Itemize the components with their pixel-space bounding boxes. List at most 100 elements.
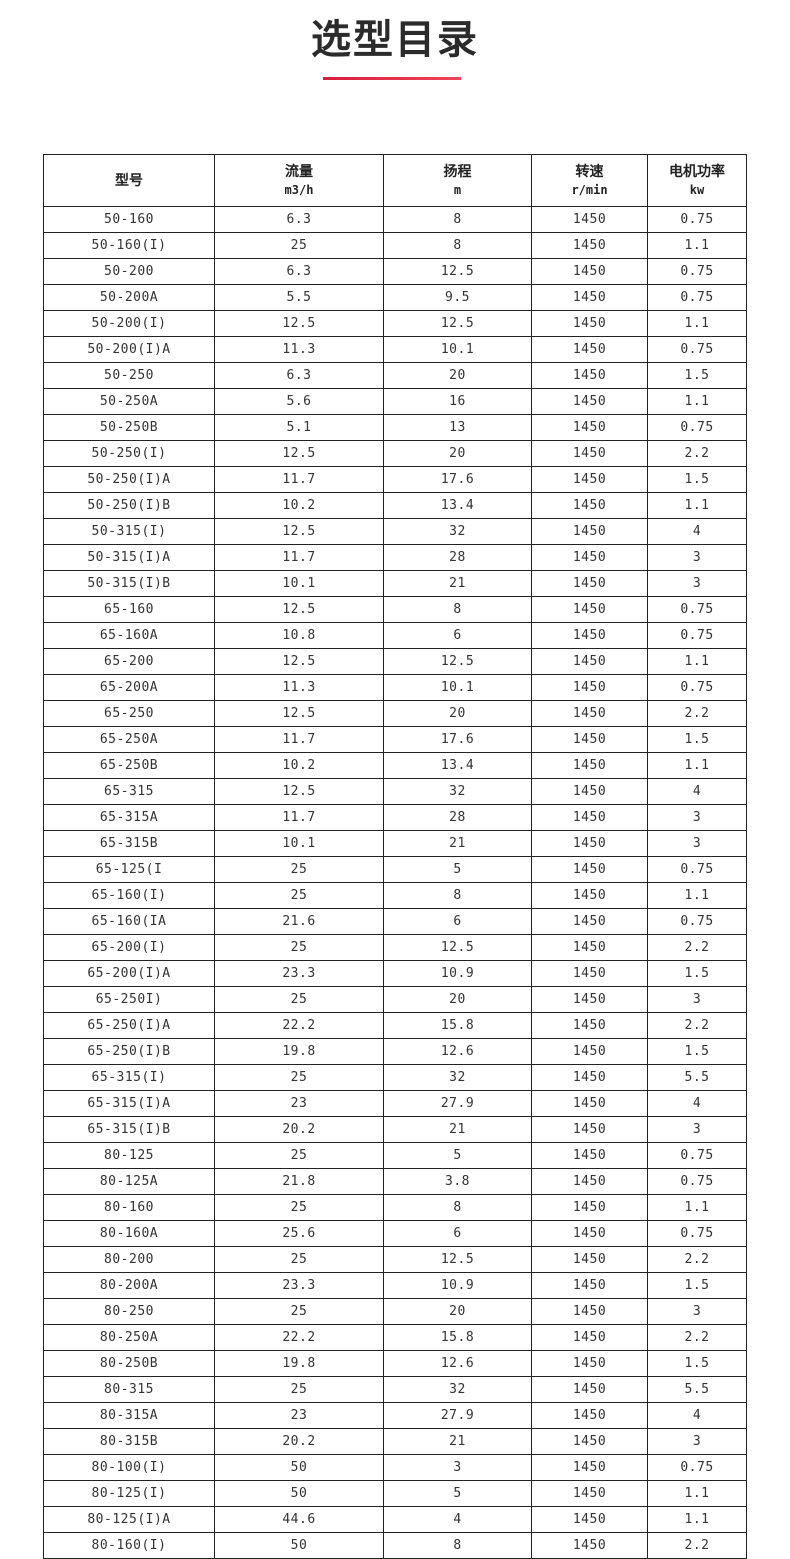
cell-flow: 25: [214, 1064, 384, 1091]
cell-model: 50-200(I)A: [43, 336, 215, 363]
header-unit: r/min: [571, 182, 608, 197]
cell-flow: 10.8: [214, 622, 384, 649]
cell-power: 2.2: [647, 1012, 747, 1039]
cell-flow: 11.7: [214, 726, 384, 753]
cell-speed: 1450: [531, 1116, 648, 1143]
cell-speed: 1450: [531, 518, 648, 545]
cell-model: 80-200A: [43, 1272, 215, 1299]
cell-flow: 12.5: [214, 310, 384, 337]
cell-head: 17.6: [383, 466, 532, 493]
cell-head: 8: [383, 206, 532, 233]
table-row: 80-200 25 12.5 1450 2.2: [43, 1246, 747, 1273]
cell-head: 12.6: [383, 1038, 532, 1065]
cell-model: 65-250B: [43, 752, 215, 779]
cell-speed: 1450: [531, 856, 648, 883]
cell-head: 5: [383, 1480, 532, 1507]
cell-model: 50-250: [43, 362, 215, 389]
cell-head: 10.1: [383, 336, 532, 363]
header-model: 型号: [43, 154, 215, 207]
cell-power: 1.1: [647, 752, 747, 779]
cell-speed: 1450: [531, 1350, 648, 1377]
cell-model: 80-160: [43, 1194, 215, 1221]
cell-flow: 50: [214, 1480, 384, 1507]
cell-power: 1.5: [647, 726, 747, 753]
cell-flow: 44.6: [214, 1506, 384, 1533]
cell-speed: 1450: [531, 830, 648, 857]
cell-power: 1.1: [647, 310, 747, 337]
cell-flow: 25.6: [214, 1220, 384, 1247]
header-label: 转速: [575, 163, 604, 180]
table-row: 65-125(I 25 5 1450 0.75: [43, 856, 747, 883]
header-unit: kw: [689, 182, 705, 197]
cell-speed: 1450: [531, 1272, 648, 1299]
cell-model: 50-200: [43, 258, 215, 285]
table-row: 50-250(I) 12.5 20 1450 2.2: [43, 440, 747, 467]
cell-head: 20: [383, 1298, 532, 1325]
cell-head: 28: [383, 804, 532, 831]
cell-speed: 1450: [531, 882, 648, 909]
cell-speed: 1450: [531, 960, 648, 987]
cell-flow: 12.5: [214, 648, 384, 675]
cell-model: 50-250(I): [43, 440, 215, 467]
cell-head: 6: [383, 908, 532, 935]
table-row: 80-125(I)A 44.6 4 1450 1.1: [43, 1506, 747, 1533]
table-row: 50-250(I)B 10.2 13.4 1450 1.1: [43, 492, 747, 519]
header-row: 型号 流量 m3/h 扬程 m 转速 r/min 电机功率 kw: [43, 154, 747, 207]
cell-power: 0.75: [647, 1220, 747, 1247]
cell-head: 9.5: [383, 284, 532, 311]
cell-speed: 1450: [531, 258, 648, 285]
cell-power: 4: [647, 1090, 747, 1117]
cell-head: 15.8: [383, 1012, 532, 1039]
table-row: 65-200 12.5 12.5 1450 1.1: [43, 648, 747, 675]
cell-head: 20: [383, 440, 532, 467]
table-row: 50-250A 5.6 16 1450 1.1: [43, 388, 747, 415]
cell-head: 12.5: [383, 310, 532, 337]
cell-speed: 1450: [531, 570, 648, 597]
table-row: 80-250A 22.2 15.8 1450 2.2: [43, 1324, 747, 1351]
table-row: 65-315B 10.1 21 1450 3: [43, 830, 747, 857]
table-row: 80-315B 20.2 21 1450 3: [43, 1428, 747, 1455]
cell-flow: 20.2: [214, 1116, 384, 1143]
cell-speed: 1450: [531, 1428, 648, 1455]
cell-model: 80-160(I): [43, 1532, 215, 1559]
cell-power: 1.1: [647, 492, 747, 519]
cell-power: 3: [647, 1428, 747, 1455]
cell-speed: 1450: [531, 1506, 648, 1533]
cell-model: 65-315: [43, 778, 215, 805]
cell-model: 65-250(I)A: [43, 1012, 215, 1039]
cell-head: 32: [383, 518, 532, 545]
table-row: 50-315(I) 12.5 32 1450 4: [43, 518, 747, 545]
cell-model: 65-160(IA: [43, 908, 215, 935]
cell-speed: 1450: [531, 752, 648, 779]
table-row: 65-315(I)B 20.2 21 1450 3: [43, 1116, 747, 1143]
cell-flow: 19.8: [214, 1350, 384, 1377]
cell-speed: 1450: [531, 908, 648, 935]
cell-flow: 21.8: [214, 1168, 384, 1195]
header-label: 流量: [285, 163, 313, 180]
cell-power: 0.75: [647, 258, 747, 285]
cell-flow: 23: [214, 1090, 384, 1117]
cell-speed: 1450: [531, 1246, 648, 1273]
page-title: 选型目录: [311, 17, 479, 63]
table-row: 50-200A 5.5 9.5 1450 0.75: [43, 284, 747, 311]
title-underline: [323, 77, 461, 80]
cell-head: 12.5: [383, 1246, 532, 1273]
cell-flow: 12.5: [214, 440, 384, 467]
cell-speed: 1450: [531, 986, 648, 1013]
table-row: 50-315(I)A 11.7 28 1450 3: [43, 544, 747, 571]
cell-flow: 11.7: [214, 804, 384, 831]
cell-head: 32: [383, 778, 532, 805]
table-row: 50-250B 5.1 13 1450 0.75: [43, 414, 747, 441]
cell-speed: 1450: [531, 1064, 648, 1091]
cell-head: 28: [383, 544, 532, 571]
cell-head: 13.4: [383, 492, 532, 519]
cell-power: 0.75: [647, 1142, 747, 1169]
cell-power: 0.75: [647, 622, 747, 649]
cell-head: 8: [383, 1194, 532, 1221]
cell-speed: 1450: [531, 1402, 648, 1429]
table-row: 65-250A 11.7 17.6 1450 1.5: [43, 726, 747, 753]
cell-head: 32: [383, 1064, 532, 1091]
cell-power: 5.5: [647, 1064, 747, 1091]
cell-speed: 1450: [531, 1376, 648, 1403]
cell-speed: 1450: [531, 1090, 648, 1117]
